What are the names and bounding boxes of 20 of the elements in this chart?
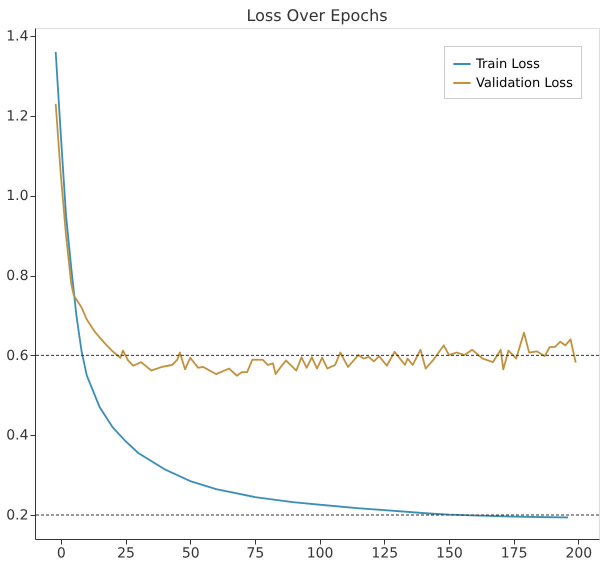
legend-label: Validation Loss [476,76,574,91]
chart-title: Loss Over Epochs [246,6,388,25]
x-tick-label: 75 [246,546,264,562]
x-tick-label: 50 [182,546,200,562]
y-tick-label: 0.2 [6,508,28,524]
x-tick-label: 150 [436,546,463,562]
x-tick-label: 200 [565,546,592,562]
y-tick-label: 0.8 [6,268,28,284]
x-tick-label: 0 [56,546,66,562]
y-tick-label: 1.0 [6,188,28,204]
legend-label: Train Loss [475,57,540,72]
x-tick-label: 125 [371,546,398,562]
y-tick-label: 0.4 [6,428,29,444]
x-tick-label: 175 [500,546,528,562]
y-tick-label: 1.2 [6,108,28,124]
x-tick-label: 100 [306,546,334,562]
x-tick-label: 25 [117,546,135,562]
line-series [54,102,577,377]
y-tick-label: 1.4 [6,28,29,44]
y-tick-label: 0.6 [6,348,29,364]
